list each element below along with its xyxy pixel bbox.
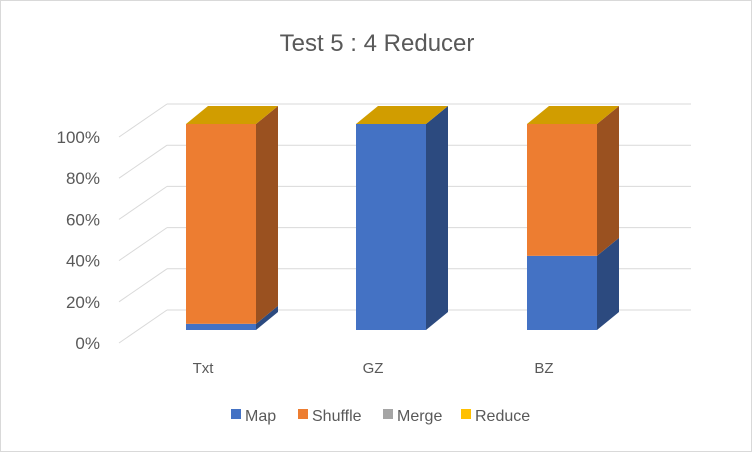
gridline-depth xyxy=(118,268,168,303)
bar-side-shuffle-txt xyxy=(256,106,278,324)
y-tick-label: 60% xyxy=(66,210,100,229)
bar-shuffle-txt xyxy=(186,124,256,324)
x-category-label: GZ xyxy=(363,360,384,377)
legend-label-map: Map xyxy=(245,408,276,425)
x-category-label: BZ xyxy=(534,360,553,377)
bar-top-txt xyxy=(186,106,278,124)
y-tick-label: 0% xyxy=(75,334,100,353)
legend-swatch-merge xyxy=(383,409,393,419)
x-axis-categories: Txt GZ BZ xyxy=(193,360,554,377)
bar-side-shuffle-bz xyxy=(597,106,619,256)
gridline-depth xyxy=(118,144,168,179)
bar-map-txt xyxy=(186,323,256,330)
legend: Map Shuffle Merge Reduce xyxy=(231,408,530,425)
bar-side-map-bz xyxy=(597,237,619,330)
legend-swatch-reduce xyxy=(461,409,471,419)
legend-swatch-shuffle xyxy=(298,409,308,419)
bar-map-bz xyxy=(527,255,597,330)
bar-map-gz xyxy=(356,124,426,330)
y-tick-label: 40% xyxy=(66,252,100,271)
gridline-depth xyxy=(118,103,168,138)
legend-label-shuffle: Shuffle xyxy=(312,408,362,425)
bars xyxy=(186,106,619,330)
x-category-label: Txt xyxy=(193,360,215,377)
gridline-depth xyxy=(118,309,168,344)
legend-label-merge: Merge xyxy=(397,408,442,425)
bar-side-map-gz xyxy=(426,106,448,330)
bar-top-gz xyxy=(356,106,448,124)
chart-title: Test 5 : 4 Reducer xyxy=(280,30,475,57)
bar-shuffle-bz xyxy=(527,124,597,256)
legend-label-reduce: Reduce xyxy=(475,408,530,425)
y-tick-label: 100% xyxy=(57,128,100,147)
y-tick-label: 80% xyxy=(66,169,100,188)
gridline-depth xyxy=(118,185,168,220)
legend-swatch-map xyxy=(231,409,241,419)
y-tick-label: 20% xyxy=(66,293,100,312)
gridline-depth xyxy=(118,227,168,262)
bar-side-map-txt xyxy=(256,305,278,330)
bar-top-bz xyxy=(527,106,619,124)
y-axis-ticks: 0% 20% 40% 60% 80% 100% xyxy=(57,128,100,353)
